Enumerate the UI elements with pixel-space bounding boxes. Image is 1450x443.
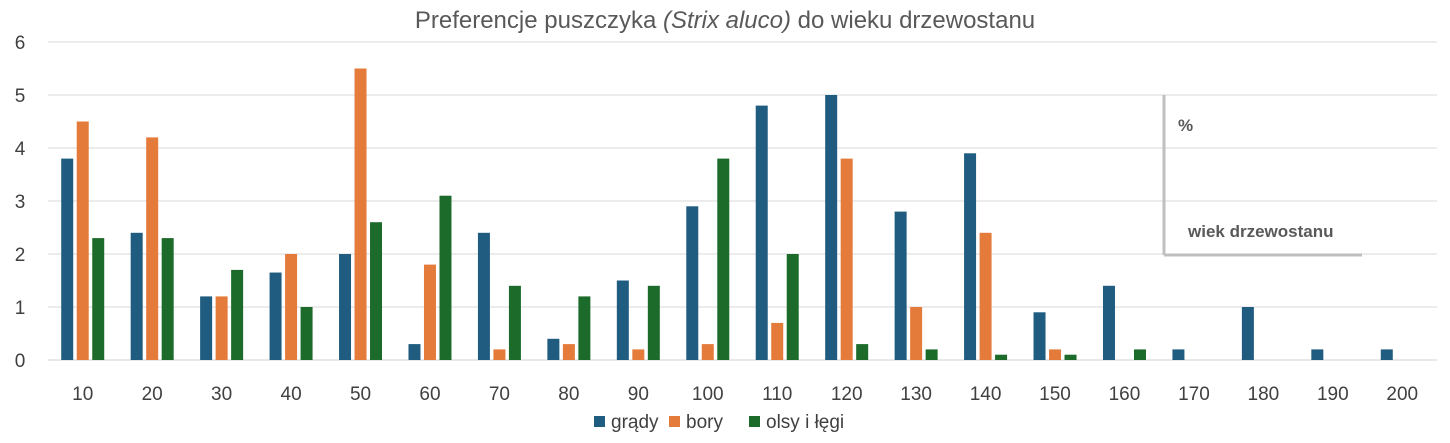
bar-olsy-i-łęgi-40 <box>300 307 313 360</box>
chart-title-rest: do wieku drzewostanu <box>798 7 1035 34</box>
legend-swatch <box>594 416 605 427</box>
bars <box>61 68 1393 360</box>
annotation-percent: % <box>1178 116 1193 135</box>
bar-grądy-190 <box>1311 349 1324 360</box>
bar-olsy-i-łęgi-140 <box>995 354 1008 360</box>
x-tick-label: 170 <box>1178 384 1210 405</box>
bar-bory-110 <box>771 322 784 360</box>
bar-bory-80 <box>562 344 575 360</box>
bar-bory-140 <box>979 232 992 360</box>
legend: grądy bory olsy i łęgi <box>594 412 844 433</box>
chart-title-italic: (Strix aluco) <box>663 7 791 34</box>
x-tick-label: 10 <box>72 384 93 405</box>
annotation-age: wiek drzewostanu <box>1187 222 1333 241</box>
x-tick-label: 130 <box>900 384 932 405</box>
bar-grądy-30 <box>200 296 213 360</box>
bar-bory-100 <box>701 344 714 360</box>
bar-olsy-i-łęgi-30 <box>231 269 244 360</box>
bar-grądy-90 <box>616 280 629 360</box>
bar-grądy-50 <box>339 254 352 360</box>
bar-bory-20 <box>146 137 159 360</box>
bar-bory-150 <box>1049 349 1062 360</box>
bar-grądy-20 <box>130 232 143 360</box>
bar-olsy-i-łęgi-160 <box>1133 349 1146 360</box>
bar-bory-120 <box>840 158 853 360</box>
x-tick-label: 40 <box>281 384 302 405</box>
bar-bory-10 <box>76 121 89 360</box>
x-tick-label: 120 <box>831 384 863 405</box>
bar-olsy-i-łęgi-80 <box>578 296 591 360</box>
y-tick-label: 3 <box>15 192 26 213</box>
bar-bory-90 <box>632 349 645 360</box>
bar-grądy-40 <box>269 272 282 360</box>
bar-grądy-60 <box>408 344 421 360</box>
bar-grądy-120 <box>825 95 838 360</box>
bar-grądy-180 <box>1241 307 1254 360</box>
bar-olsy-i-łęgi-130 <box>925 349 938 360</box>
chart-title-main: Preferencje puszczyka <box>415 7 657 34</box>
y-tick-label: 6 <box>15 33 26 54</box>
bar-bory-60 <box>423 264 436 360</box>
x-tick-label: 20 <box>142 384 163 405</box>
y-tick-label: 1 <box>15 298 26 319</box>
annotation-box: % wiek drzewostanu <box>1162 95 1362 257</box>
x-tick-label: 200 <box>1386 384 1418 405</box>
bar-olsy-i-łęgi-100 <box>717 158 730 360</box>
bar-olsy-i-łęgi-50 <box>370 222 383 360</box>
bar-olsy-i-łęgi-110 <box>786 254 799 360</box>
x-tick-label: 30 <box>211 384 232 405</box>
bar-grądy-70 <box>477 232 490 360</box>
x-tick-label: 180 <box>1248 384 1280 405</box>
bar-olsy-i-łęgi-90 <box>647 285 660 360</box>
x-tick-label: 50 <box>350 384 371 405</box>
bar-olsy-i-łęgi-60 <box>439 195 452 360</box>
bar-bory-30 <box>215 296 228 360</box>
bar-grądy-170 <box>1172 349 1185 360</box>
x-tick-label: 190 <box>1317 384 1349 405</box>
y-tick-label: 0 <box>15 351 26 372</box>
bar-olsy-i-łęgi-120 <box>856 344 869 360</box>
bar-grądy-80 <box>547 338 560 360</box>
bar-bory-40 <box>285 254 298 360</box>
legend-label: grądy <box>611 412 659 433</box>
gridlines <box>48 41 1437 361</box>
bar-olsy-i-łęgi-10 <box>92 238 105 360</box>
y-tick-label: 4 <box>15 139 26 160</box>
legend-label: bory <box>686 412 723 433</box>
bar-grądy-160 <box>1102 285 1115 360</box>
bar-grądy-130 <box>894 211 907 360</box>
bar-grądy-100 <box>686 206 699 360</box>
bar-grądy-150 <box>1033 312 1046 360</box>
legend-swatch <box>669 416 680 427</box>
x-tick-labels: 10 20 30 40 50 60 70 80 90 100 110 120 130 140 150 160 1… <box>72 384 1418 405</box>
bar-olsy-i-łęgi-150 <box>1064 354 1077 360</box>
x-tick-label: 100 <box>692 384 724 405</box>
bar-bory-70 <box>493 349 506 360</box>
chart-title: Preferencje puszczyka (Strix aluco) do w… <box>415 7 1035 34</box>
bar-grądy-200 <box>1380 349 1393 360</box>
x-tick-label: 90 <box>628 384 649 405</box>
bar-olsy-i-łęgi-20 <box>161 238 174 360</box>
bar-grądy-10 <box>61 158 74 360</box>
legend-swatch <box>749 416 760 427</box>
y-tick-label: 5 <box>15 86 26 107</box>
y-tick-label: 2 <box>15 245 26 266</box>
x-tick-label: 140 <box>970 384 1002 405</box>
bar-olsy-i-łęgi-70 <box>508 285 521 360</box>
legend-label: olsy i łęgi <box>766 412 844 433</box>
x-tick-label: 70 <box>489 384 510 405</box>
x-tick-label: 80 <box>558 384 579 405</box>
x-tick-label: 160 <box>1109 384 1141 405</box>
x-tick-label: 60 <box>419 384 440 405</box>
y-tick-labels: 0 1 2 3 4 5 6 <box>15 33 26 372</box>
x-tick-label: 110 <box>762 384 792 405</box>
x-tick-label: 150 <box>1039 384 1071 405</box>
bar-bory-130 <box>910 307 923 360</box>
bar-grądy-110 <box>755 105 768 360</box>
bar-grądy-140 <box>964 153 977 360</box>
bar-bory-50 <box>354 68 367 360</box>
